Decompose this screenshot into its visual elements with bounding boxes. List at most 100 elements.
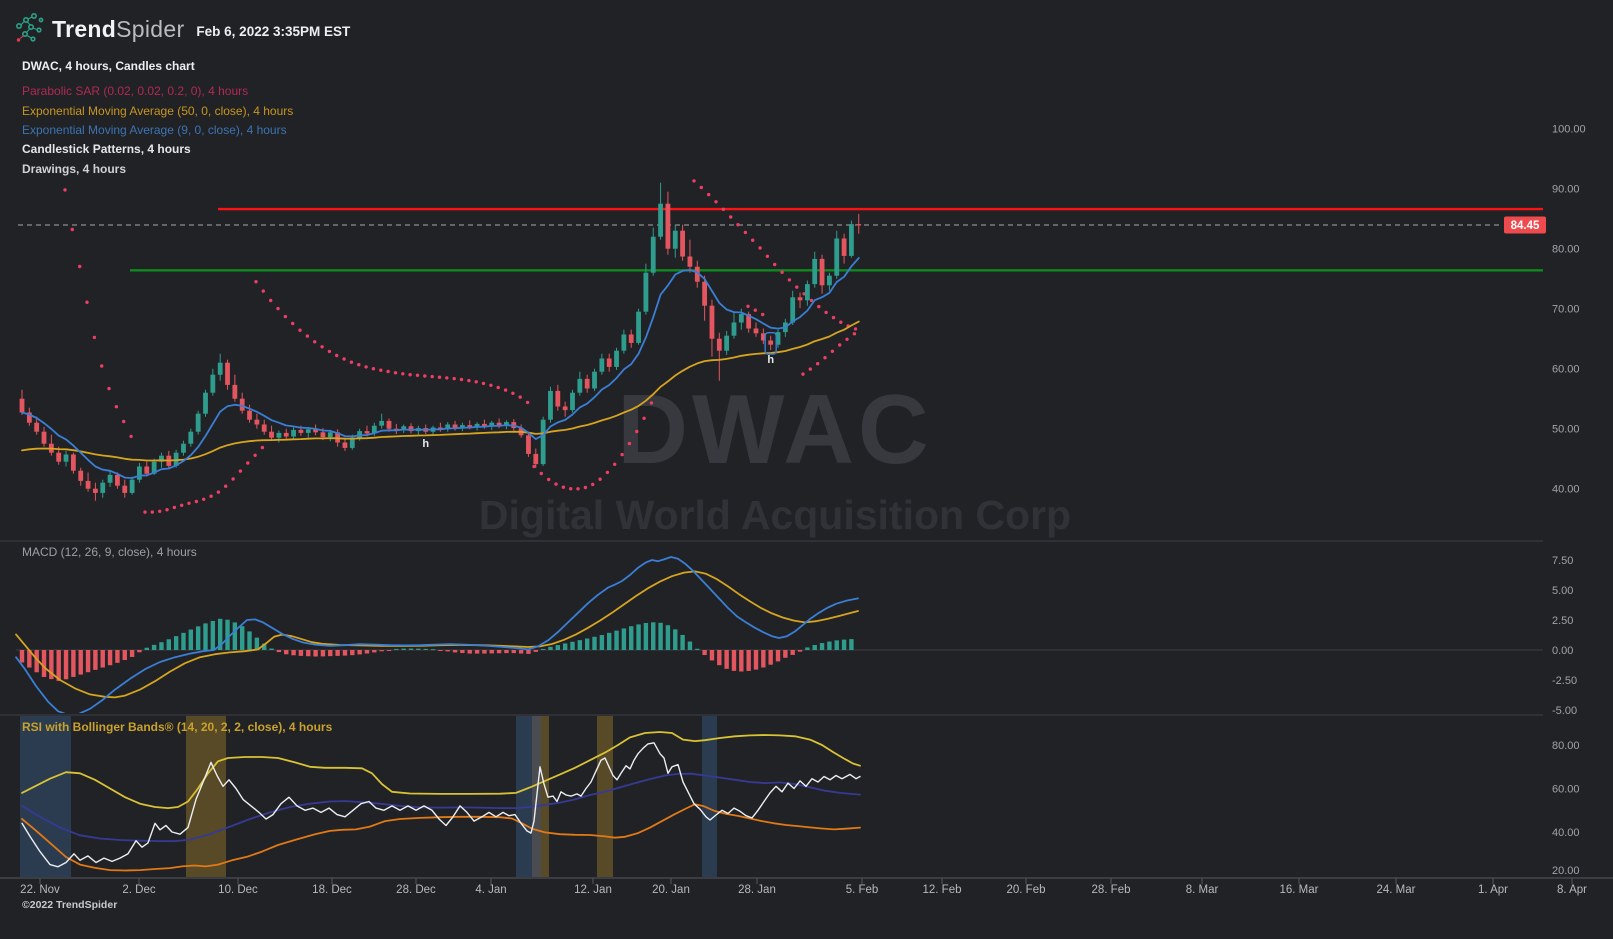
rsi-legend-label[interactable]: RSI with Bollinger Bands® (14, 20, 2, 2,…: [22, 720, 333, 734]
macd-axis-label: 0.00: [1552, 645, 1573, 657]
candle: [819, 258, 825, 286]
datetime-label: Feb 6, 2022 3:35PM EST: [196, 23, 351, 39]
candle: [41, 431, 47, 444]
candle: [93, 488, 98, 493]
candle: [533, 453, 539, 465]
x-axis-label: 20. Jan: [652, 884, 690, 896]
candle: [203, 392, 208, 414]
rsi-upper-band-line: [21, 731, 861, 809]
candle: [261, 424, 267, 432]
candle: [357, 431, 363, 438]
macd-line: [15, 556, 859, 713]
x-axis-label: 1. Apr: [1478, 884, 1508, 896]
candle: [636, 311, 641, 343]
panel-dividers: [0, 540, 1613, 879]
x-axis-label: 28. Jan: [738, 884, 776, 896]
candle: [526, 435, 531, 454]
last-price-badge-text: 84.45: [1511, 220, 1540, 232]
candle: [239, 398, 245, 411]
candle: [592, 371, 597, 389]
legend-item-3[interactable]: Exponential Moving Average (9, 0, close)…: [22, 123, 287, 137]
x-axis-label: 8. Apr: [1557, 884, 1587, 896]
candle: [760, 333, 766, 341]
candle: [775, 332, 781, 345]
candle: [115, 474, 120, 486]
candle: [320, 432, 326, 438]
candle: [195, 413, 201, 432]
candle: [445, 424, 451, 430]
candle: [548, 390, 553, 420]
candle: [63, 454, 69, 462]
candle: [768, 340, 774, 345]
macd-axis-label: 5.00: [1552, 585, 1573, 597]
rsi-axis-label: 60.00: [1552, 784, 1580, 796]
x-axis-label: 10. Dec: [218, 884, 258, 896]
candle: [628, 334, 634, 343]
candle: [151, 461, 157, 474]
candle: [291, 429, 296, 437]
legend-item-4[interactable]: Candlestick Patterns, 4 hours: [22, 142, 191, 156]
candle: [452, 424, 458, 429]
legend-item-5[interactable]: Drawings, 4 hours: [22, 162, 127, 176]
macd-legend-label[interactable]: MACD (12, 26, 9, close), 4 hours: [22, 545, 197, 559]
candle: [812, 258, 818, 285]
x-axis-label: 28. Dec: [396, 884, 436, 896]
candle: [342, 442, 348, 448]
rsi-axis-label: 20.00: [1552, 865, 1580, 877]
logo-text-trend: Trend: [52, 15, 117, 42]
x-axis-label: 28. Feb: [1092, 884, 1131, 896]
x-axis-label: 20. Feb: [1007, 884, 1046, 896]
candle: [650, 236, 656, 273]
rsi-lower-band-line: [21, 803, 861, 872]
candle: [724, 335, 730, 351]
x-axis-label: 24. Mar: [1377, 884, 1416, 896]
candle: [694, 266, 700, 282]
candle: [401, 426, 407, 431]
legend-item-1[interactable]: Parabolic SAR (0.02, 0.02, 0.2, 0), 4 ho…: [22, 84, 249, 98]
candle: [709, 305, 715, 339]
candle: [790, 297, 796, 323]
candle: [834, 238, 840, 276]
price-axis-label: 60.00: [1552, 364, 1580, 376]
candle: [702, 281, 708, 306]
candle: [680, 230, 685, 257]
candle: [379, 420, 385, 426]
candle: [643, 272, 649, 312]
candle: [100, 482, 106, 493]
candle: [276, 432, 282, 438]
candle: [327, 432, 333, 438]
candle: [577, 378, 583, 393]
pattern-box[interactable]: [764, 332, 777, 355]
candle: [305, 429, 311, 433]
legend-item-2[interactable]: Exponential Moving Average (50, 0, close…: [22, 104, 294, 118]
pattern-marker[interactable]: h: [767, 354, 774, 366]
rsi-axis-label: 40.00: [1552, 827, 1580, 839]
candle: [467, 425, 473, 427]
x-axis-label: 12. Jan: [574, 884, 612, 896]
candle: [298, 429, 304, 433]
candle: [665, 203, 671, 249]
copyright-label: ©2022 TrendSpider: [22, 899, 118, 911]
candle: [364, 431, 370, 434]
candle: [19, 398, 25, 413]
candle: [254, 419, 260, 425]
candle: [540, 419, 546, 465]
legend-item-0[interactable]: DWAC, 4 hours, Candles chart: [22, 59, 195, 73]
candle: [188, 431, 194, 444]
candle: [849, 224, 854, 256]
macd-axis-label: 7.50: [1552, 555, 1573, 567]
candle: [78, 470, 84, 481]
candle: [496, 422, 502, 426]
x-axis: 22. Nov 2. Dec 10. Dec 18. Dec 28. Dec 4. Jan…: [20, 878, 1587, 896]
candles-layer: [19, 182, 862, 501]
candle: [841, 238, 847, 256]
sar-dots-layer: [63, 179, 858, 514]
candle: [144, 466, 150, 474]
candle: [614, 350, 619, 367]
candle: [247, 410, 252, 420]
candle: [658, 203, 663, 237]
candle: [504, 422, 509, 426]
trendspider-logo[interactable]: Trend Spider: [14, 12, 184, 46]
pattern-marker[interactable]: h: [422, 438, 429, 450]
